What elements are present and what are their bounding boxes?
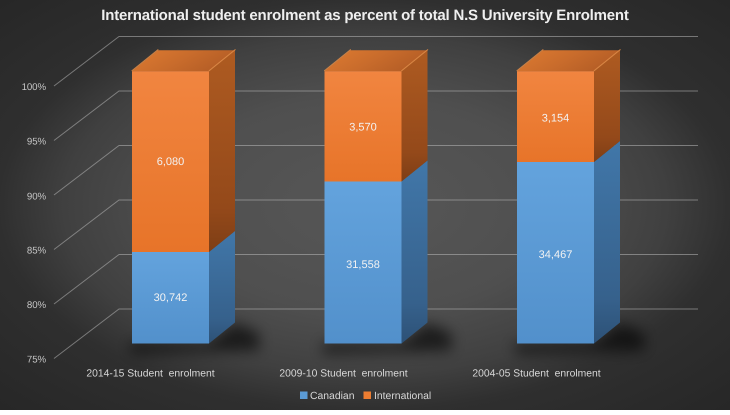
svg-text:100%: 100% bbox=[22, 82, 47, 93]
svg-text:95%: 95% bbox=[27, 136, 47, 147]
svg-text:6,080: 6,080 bbox=[157, 156, 185, 168]
svg-text:85%: 85% bbox=[27, 245, 47, 256]
svg-text:80%: 80% bbox=[27, 300, 47, 311]
svg-text:2014-15 Student enrolment: 2014-15 Student enrolment bbox=[86, 369, 214, 380]
svg-text:2004-05 Student enrolment: 2004-05 Student enrolment bbox=[472, 369, 600, 380]
svg-text:3,154: 3,154 bbox=[542, 113, 570, 125]
svg-text:3,570: 3,570 bbox=[349, 122, 377, 134]
svg-text:International student enrolmen: International student enrolment as perce… bbox=[101, 7, 629, 24]
svg-text:90%: 90% bbox=[27, 191, 47, 202]
svg-text:30,742: 30,742 bbox=[154, 292, 188, 304]
svg-text:International: International bbox=[374, 391, 431, 402]
svg-text:31,558: 31,558 bbox=[346, 259, 380, 271]
svg-text:Canadian: Canadian bbox=[310, 391, 355, 402]
svg-text:34,467: 34,467 bbox=[539, 249, 573, 261]
svg-text:2009-10 Student enrolment: 2009-10 Student enrolment bbox=[279, 369, 407, 380]
svg-text:75%: 75% bbox=[27, 354, 47, 365]
